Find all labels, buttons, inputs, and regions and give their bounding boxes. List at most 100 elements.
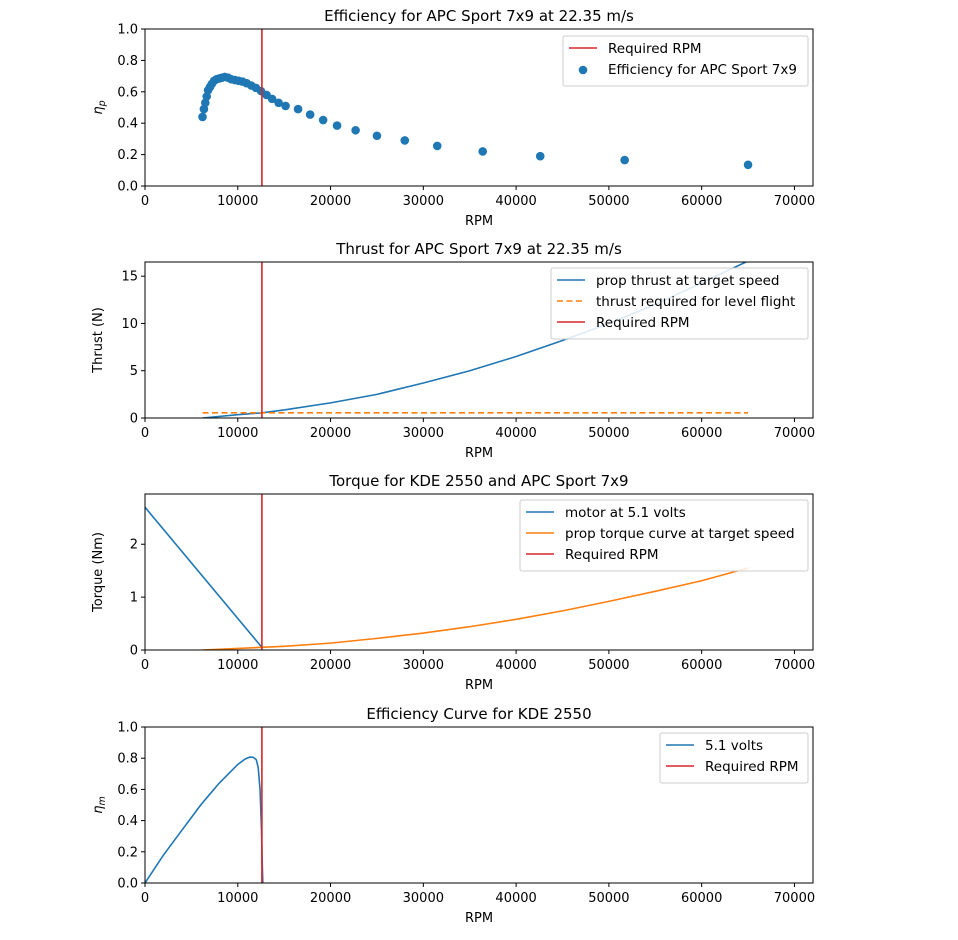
plot-area [145,727,264,883]
y-tick-label: 10 [121,317,138,332]
x-tick-label: 0 [141,426,149,441]
y-tick-label: 0.4 [117,117,138,132]
data-point [281,101,290,111]
legend-box [562,35,809,87]
data-point [372,131,382,141]
legend-label: Required RPM [565,547,659,563]
x-tick-label: 40000 [495,891,536,906]
chart-panel-1: Efficiency for APC Sport 7x9 at 22.35 m/… [91,7,815,229]
y-tick-label: 0.2 [117,148,138,163]
y-tick-label: 1.0 [117,23,138,38]
y-tick-label: 0 [130,644,138,659]
data-point [400,136,410,145]
plot-area [145,494,749,650]
legend-label: prop thrust at target speed [596,273,780,289]
x-tick-label: 40000 [495,658,536,673]
x-tick-label: 20000 [310,194,351,209]
axes-frame [144,726,814,884]
data-point [293,104,303,114]
x-tick-label: 30000 [403,194,444,209]
chart-panel-2: Thrust for APC Sport 7x9 at 22.35 m/s 0 10… [91,240,815,461]
chart-title: Efficiency Curve for KDE 2550 [366,705,591,723]
legend: 5.1 volts Required RPM [659,732,809,784]
data-point [274,98,283,108]
y-tick-label: 2 [130,538,138,553]
chart-panel-4: Efficiency Curve for KDE 2550 0 10000 20000… [91,705,815,926]
axes-frame [144,28,814,187]
data-point [351,125,360,135]
data-point [318,115,328,125]
y-axis-label: ηp [91,100,108,114]
x-tick-label: 20000 [310,658,351,673]
y-tick-label: 0.0 [117,180,138,195]
x-axis-label: RPM [465,446,493,461]
x-tick-label: 10000 [217,194,258,209]
data-point [620,155,629,165]
x-tick-label: 40000 [495,194,536,209]
legend-label: thrust required for level flight [596,294,795,310]
x-tick-label: 70000 [774,891,815,906]
x-axis-label: RPM [465,911,493,926]
x-tick-label: 70000 [774,426,815,441]
legend-label: Required RPM [705,759,799,775]
legend-label: Required RPM [608,41,702,57]
data-point [535,151,545,161]
x-tick-label: 20000 [310,891,351,906]
x-tick-label: 70000 [774,658,815,673]
x-tick-label: 0 [141,658,149,673]
y-tick-label: 15 [121,270,138,285]
x-tick-label: 50000 [588,891,629,906]
x-tick-label: 60000 [681,891,722,906]
y-tick-label: 0 [130,412,138,427]
y-tick-label: 0.6 [117,85,138,100]
series-line-prop-torque-curve-at-target-speed [202,567,749,650]
y-tick-label: 0.6 [117,783,138,798]
legend: motor at 5.1 volts prop torque curve at t… [519,499,809,572]
x-tick-label: 0 [141,891,149,906]
x-tick-label: 60000 [681,426,722,441]
data-point [478,147,488,156]
x-tick-label: 50000 [588,426,629,441]
y-tick-label: 1 [130,591,138,606]
y-tick-label: 5 [130,364,138,379]
data-point [198,112,207,122]
legend-box [519,499,809,572]
legend: prop thrust at target speed thrust requir… [550,267,809,340]
x-axis-label: RPM [465,678,493,693]
x-tick-label: 10000 [217,658,258,673]
chart-title: Torque for KDE 2550 and APC Sport 7x9 [328,472,628,490]
x-tick-label: 70000 [774,194,815,209]
x-tick-label: 60000 [681,194,722,209]
y-tick-label: 1.0 [117,721,138,736]
legend-label: Efficiency for APC Sport 7x9 [608,62,797,78]
legend-box [550,267,809,340]
data-point [743,160,753,170]
x-tick-label: 10000 [217,891,258,906]
x-tick-label: 30000 [403,891,444,906]
legend-label: 5.1 volts [705,738,763,754]
y-tick-label: 0.0 [117,877,138,892]
legend-label: motor at 5.1 volts [565,505,686,521]
series-line-motor-at-5-1-volts [145,506,263,648]
x-axis-label: RPM [465,214,493,229]
y-tick-label: 0.8 [117,752,138,767]
y-axis-label: ηm [91,796,108,814]
plot-area [198,29,753,186]
y-tick-label: 0.8 [117,54,138,69]
axes-frame [144,493,814,651]
chart-title: Thrust for APC Sport 7x9 at 22.35 m/s [335,240,622,258]
y-axis-label: Torque (Nm) [91,532,106,613]
data-point [432,141,442,151]
y-tick-label: 0.2 [117,845,138,860]
x-tick-label: 30000 [403,658,444,673]
y-axis-label: Thrust (N) [91,307,106,374]
x-tick-label: 30000 [403,426,444,441]
x-tick-label: 20000 [310,426,351,441]
data-point [305,110,315,119]
legend-label: prop torque curve at target speed [565,526,795,542]
axes-frame [144,261,814,419]
x-tick-label: 50000 [588,194,629,209]
data-point [267,94,277,104]
x-tick-label: 60000 [681,658,722,673]
